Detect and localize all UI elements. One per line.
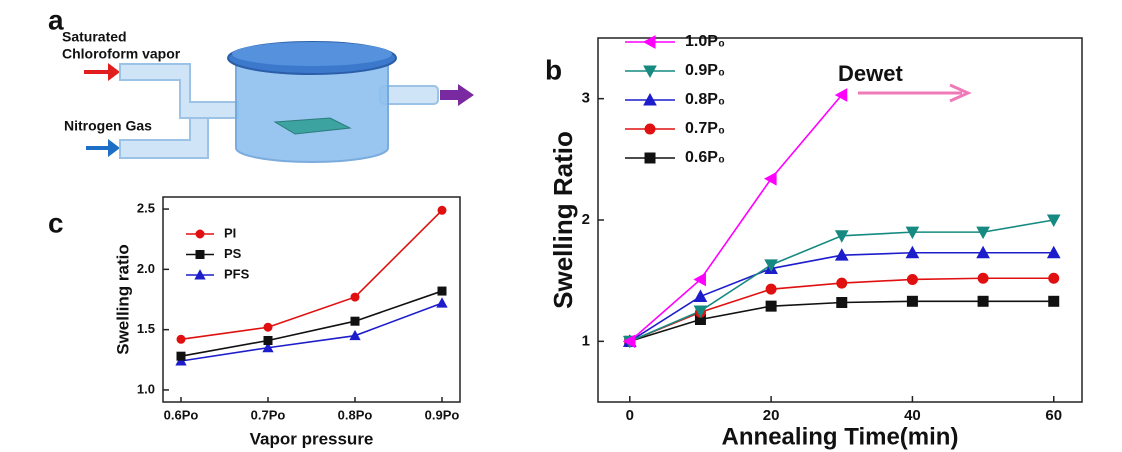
series-line	[180, 290, 443, 357]
series-line	[180, 302, 443, 362]
marker	[644, 123, 656, 135]
x-tick-label: 0.9Po	[425, 407, 460, 422]
marker	[263, 336, 273, 345]
marker	[194, 269, 206, 280]
arrow	[84, 63, 120, 81]
marker	[643, 65, 657, 79]
substrate	[273, 117, 352, 135]
lid	[232, 42, 392, 66]
x-tick-label: 40	[904, 407, 921, 424]
marker	[905, 226, 920, 240]
dewet-arrow	[858, 83, 972, 103]
legend-label: PS	[224, 246, 242, 261]
marker	[643, 92, 657, 106]
chart-panel: c 1.0 1.5 2.0 2.5 0.6Po 0.7Po 0.8Po 0.9Po Swellin…	[48, 196, 461, 448]
arrow	[440, 84, 474, 106]
legend-label: 0.7P₀	[685, 120, 725, 137]
marker	[764, 259, 778, 272]
y-tick-label: 2.5	[137, 200, 155, 215]
marker	[977, 295, 989, 307]
panel-label: a	[48, 4, 64, 35]
chart-panel: b 1 2 3 0 20 40 60 Swelling Ratio Annealing Time(…	[545, 33, 1083, 450]
x-tick-label: 0.8Po	[338, 407, 373, 422]
x-axis-title: Vapor pressure	[250, 429, 374, 448]
marker	[622, 334, 636, 349]
x-tick-label: 0	[626, 407, 634, 424]
marker	[976, 245, 990, 259]
series-line	[180, 209, 443, 341]
marker	[905, 245, 920, 259]
marker	[176, 334, 186, 344]
marker	[1046, 245, 1061, 259]
y-tick-label: 2.0	[137, 261, 155, 276]
marker	[437, 205, 447, 215]
marker	[350, 316, 360, 326]
panel-label: c	[48, 207, 64, 238]
legend-label: 0.6P₀	[685, 149, 725, 166]
marker	[834, 88, 848, 102]
marker	[642, 35, 656, 49]
marker	[836, 277, 848, 289]
y-tick-label: 3	[582, 90, 590, 107]
series-line	[629, 94, 843, 342]
y-axis-title: Swelling ratio	[113, 244, 132, 355]
legend-label: PI	[224, 225, 236, 240]
marker	[1048, 272, 1060, 284]
marker	[693, 305, 708, 319]
marker	[765, 300, 777, 312]
panel-label: b	[545, 54, 562, 85]
marker	[836, 297, 848, 309]
marker	[349, 329, 361, 341]
marker	[765, 283, 777, 295]
y-tick-label: 1	[582, 332, 590, 349]
marker	[906, 273, 918, 285]
marker	[195, 250, 205, 259]
legend-label: PFS	[224, 266, 250, 281]
y-tick-label: 2	[582, 211, 590, 228]
x-axis-title: Annealing Time(min)	[722, 423, 959, 450]
container	[235, 61, 389, 163]
x-tick-label: 0.6Po	[164, 407, 199, 422]
marker	[644, 152, 656, 164]
y-axis-title: Swelling Ratio	[548, 131, 578, 309]
plot-frame	[162, 196, 461, 403]
marker	[764, 171, 777, 186]
marker	[437, 286, 447, 296]
diagram-label: Nitrogen Gas	[64, 118, 152, 134]
x-tick-label: 0.7Po	[251, 407, 286, 422]
marker	[262, 341, 274, 353]
marker	[977, 272, 989, 284]
y-tick-label: 1.0	[137, 381, 155, 396]
marker	[906, 295, 918, 307]
x-tick-label: 20	[763, 407, 780, 424]
marker	[693, 272, 706, 287]
legend-label: 1.0P₀	[685, 33, 725, 50]
x-tick-label: 60	[1045, 407, 1062, 424]
marker	[195, 229, 205, 239]
legend-label: 0.8P₀	[685, 91, 725, 108]
diagram-label: Chloroform vapor	[62, 46, 181, 62]
marker	[976, 226, 990, 240]
diagram-panel: a Saturated Chloroform vapor Nitrogen Ga…	[48, 4, 474, 163]
arrow	[86, 139, 120, 157]
marker	[834, 248, 849, 261]
diagram-label: Saturated	[62, 29, 127, 45]
y-tick-label: 1.5	[137, 321, 155, 336]
pipe	[119, 117, 209, 159]
marker	[436, 297, 448, 308]
marker	[263, 322, 273, 332]
marker	[1048, 295, 1060, 307]
marker	[350, 292, 360, 302]
legend-label: 0.9P₀	[685, 62, 725, 79]
marker	[693, 289, 708, 302]
annotation: Dewet	[838, 61, 903, 86]
charts: b 1 2 3 0 20 40 60 Swelling Ratio Annealing Time(…	[48, 33, 1083, 450]
marker	[176, 351, 186, 361]
pipe	[119, 63, 239, 119]
marker	[1046, 214, 1061, 228]
marker	[834, 230, 849, 243]
